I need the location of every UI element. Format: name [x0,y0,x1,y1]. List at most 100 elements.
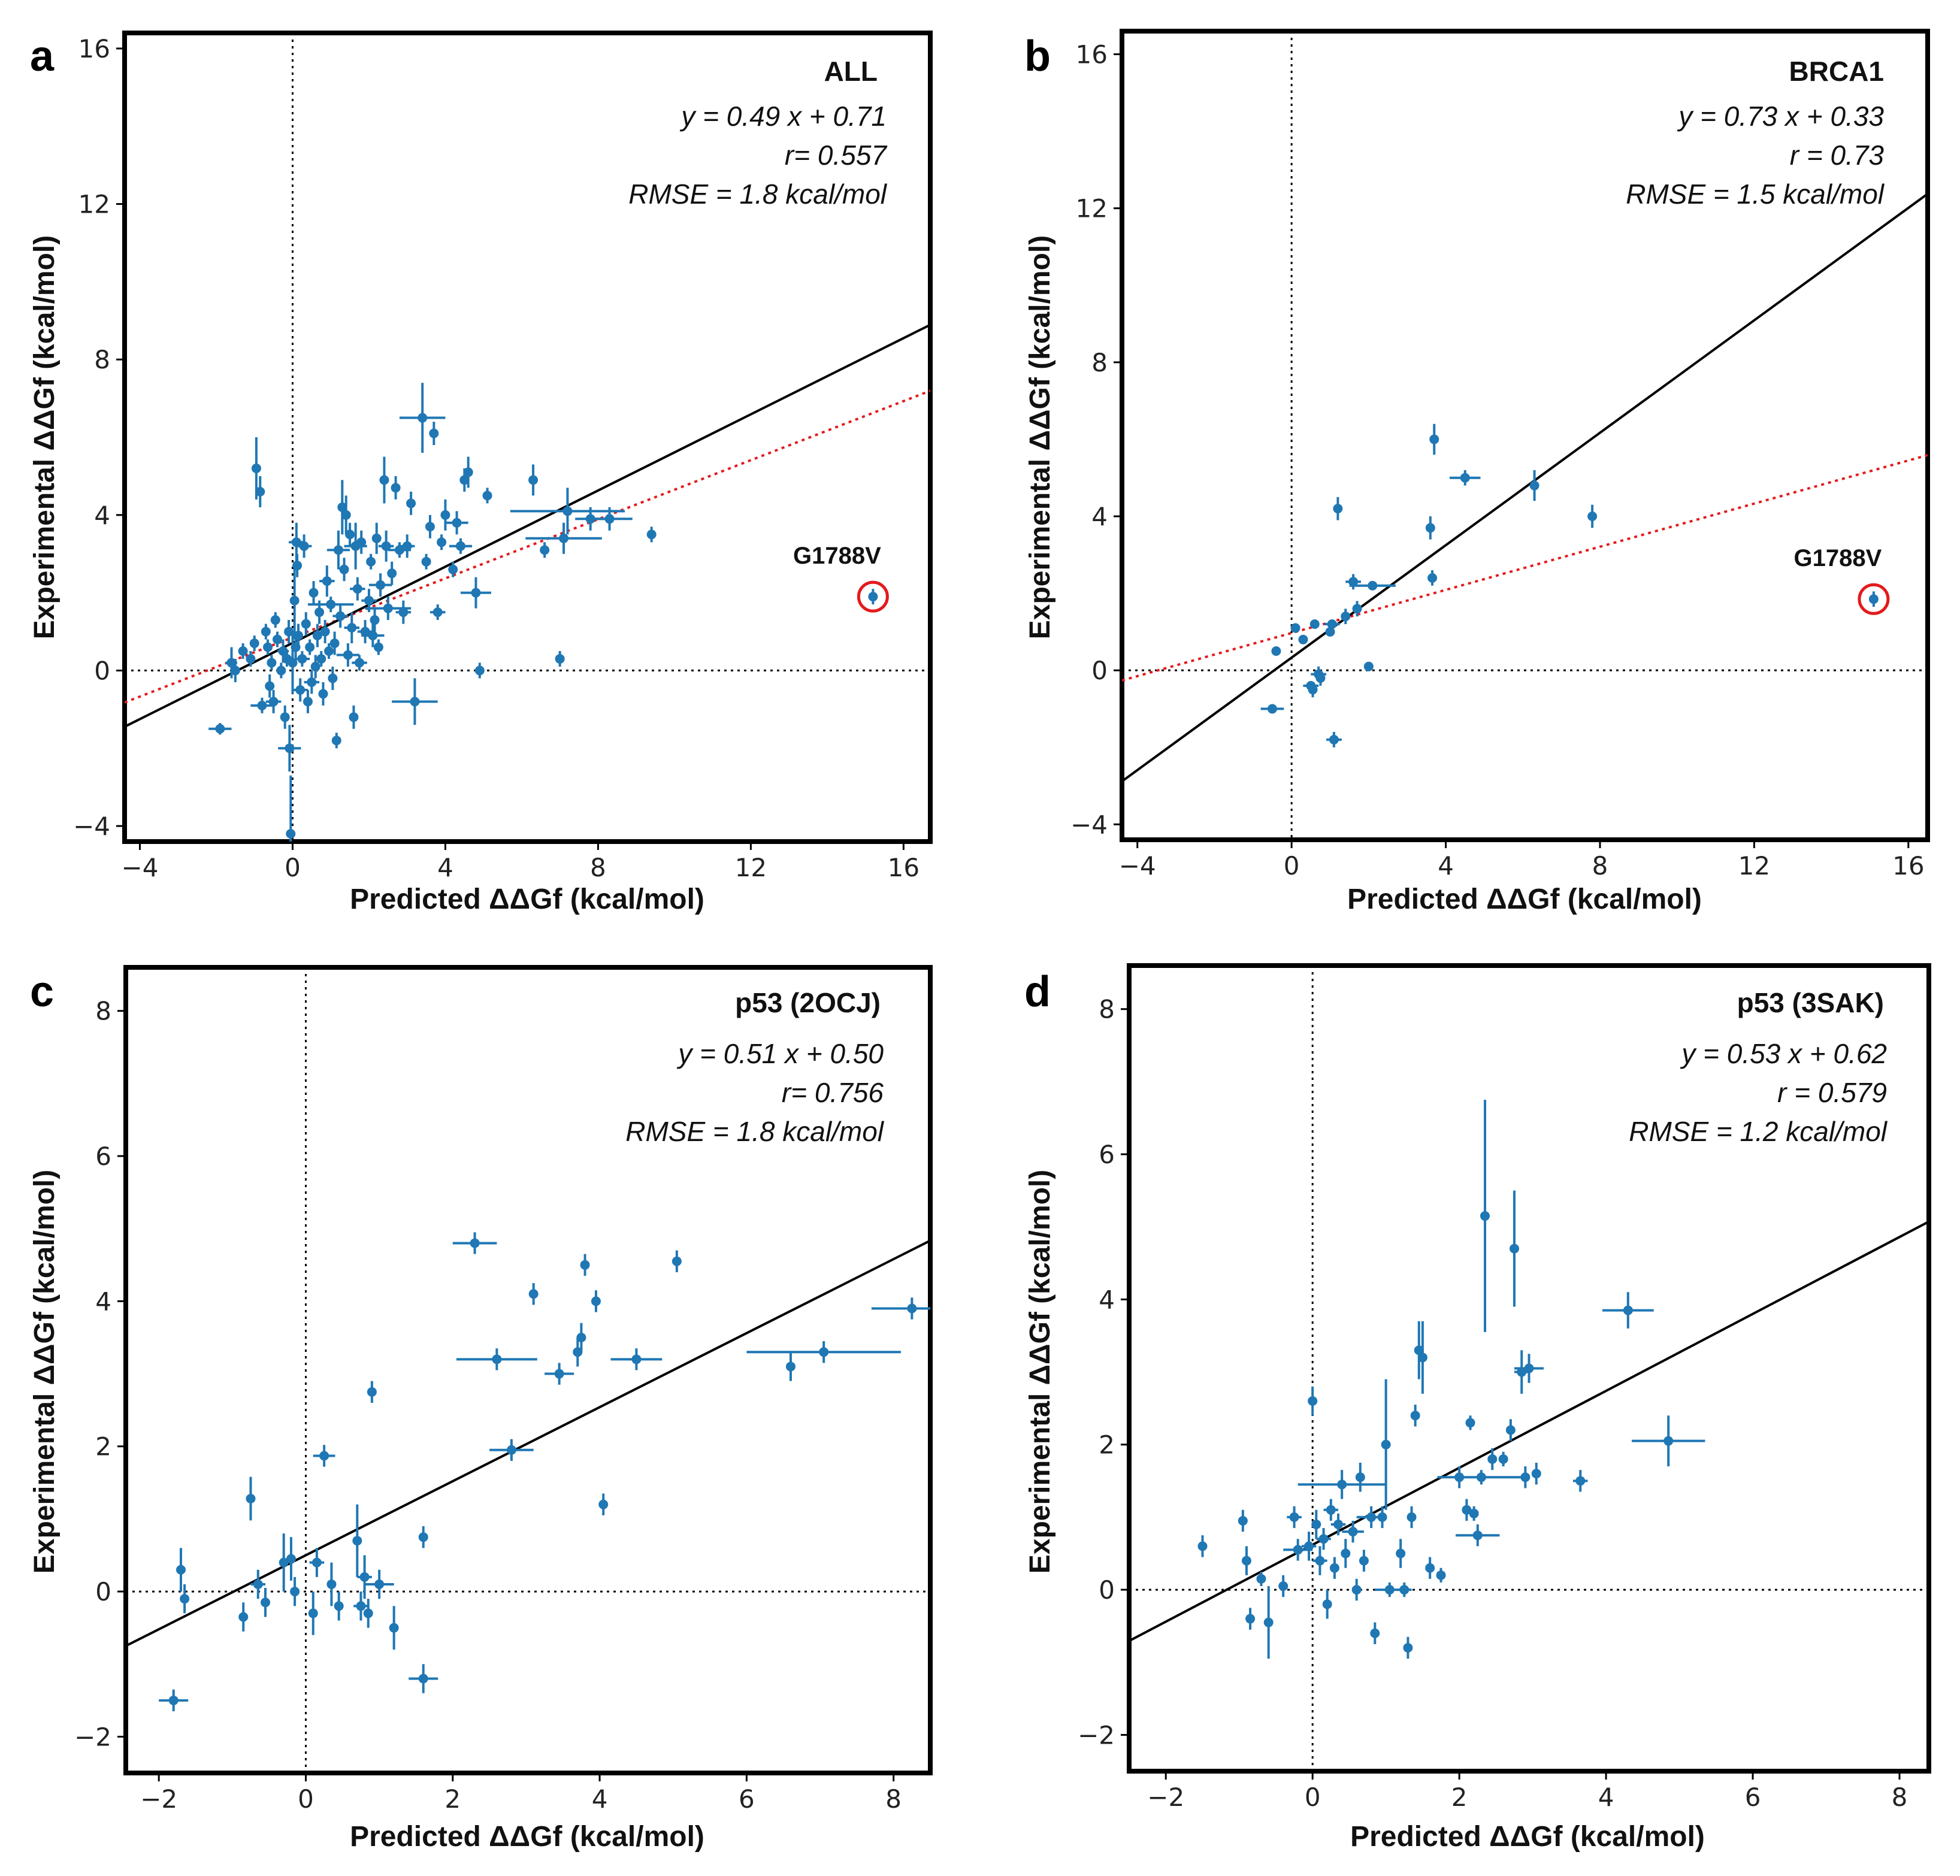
data-point [261,624,271,640]
data-point [580,1254,590,1276]
outlier-highlight-circle [857,580,889,613]
fit-line-excluding-outlier [1122,453,1928,682]
x-tick-label: 2 [444,1784,461,1814]
data-point [310,655,320,679]
data-point [1352,601,1362,617]
data-point [1297,1470,1386,1499]
point-marker [303,697,313,707]
data-point [339,558,349,582]
point-marker [1403,1643,1413,1653]
data-point [395,600,412,624]
point-marker [1325,627,1335,637]
data-point [363,1599,373,1628]
point-marker [1476,1472,1486,1482]
data-point [1351,1578,1362,1601]
point-marker [355,658,365,668]
point-marker [562,506,573,516]
panel-b-frame [1120,29,1930,842]
point-marker [180,1594,190,1604]
point-marker [1293,1545,1303,1555]
data-point [391,476,401,500]
data-point [418,1526,428,1548]
panel-c-r-value: r= 0.756 [782,1077,884,1108]
data-point [159,1689,189,1712]
point-marker [410,697,420,707]
panel-c-equation: y = 0.51 x + 0.50 [676,1038,884,1069]
point-marker [285,743,295,754]
point-marker [253,1579,263,1589]
point-marker [1399,1585,1409,1595]
y-tick-label: −4 [73,812,110,841]
data-point [1330,1513,1346,1536]
data-point [334,1591,344,1621]
x-tick-label: 16 [1892,851,1924,880]
point-marker [474,665,485,676]
outlier-highlight-circle [1858,583,1890,615]
point-marker [356,1601,366,1611]
point-marker [286,1554,296,1564]
data-point [1349,580,1396,591]
point-marker [1197,1541,1208,1551]
point-marker [1429,434,1439,444]
data-point [1514,1354,1544,1383]
data-point [1410,1405,1420,1427]
data-point [1363,661,1374,671]
data-point [1868,591,1879,607]
point-marker [299,541,309,551]
point-marker [373,642,383,652]
data-point [1342,1520,1364,1543]
fit-line [1129,1220,1929,1642]
point-marker [318,689,328,699]
data-point [1631,1415,1705,1467]
data-point [326,1562,337,1606]
data-point [180,1584,190,1614]
point-marker [1524,1363,1534,1373]
data-point [1359,1550,1369,1572]
data-point [356,530,367,554]
data-point [1345,574,1361,590]
data-point [1326,732,1342,748]
data-point [1480,1100,1490,1332]
data-point [456,1348,537,1370]
point-marker [349,712,359,722]
point-marker [1510,1243,1520,1254]
point-marker [819,1347,829,1357]
data-point [352,655,367,671]
point-marker [371,533,382,543]
data-point [279,1533,289,1592]
point-marker [289,595,300,606]
point-marker [573,1347,583,1357]
data-point [1325,627,1335,637]
point-marker [1309,619,1320,629]
data-point [238,1602,249,1632]
panel-c-frame [123,965,933,1775]
data-point [278,725,301,772]
point-marker [555,653,565,664]
point-marker [1327,619,1337,629]
point-marker [1308,1396,1318,1406]
panel-d-r-value: r = 0.579 [1777,1077,1887,1108]
data-point [280,705,290,729]
data-point [387,561,397,585]
point-marker [528,475,539,485]
point-marker [398,607,409,618]
point-marker [425,522,435,532]
data-point [345,522,355,546]
panel-b: b −4 0 4 8 12 16 −4 0 4 8 12 16 BRCA1 y = 0.73 x + … [1024,29,1930,915]
point-marker [319,1451,329,1461]
y-tick-label: 12 [1076,194,1108,223]
data-point [1324,619,1340,629]
data-point [263,639,273,655]
panel-d-y-axis-label: Experimental ΔΔGf (kcal/mol) [1024,1170,1056,1574]
point-marker [1487,1454,1498,1464]
panel-a-rmse: RMSE = 1.8 kcal/mol [628,178,888,210]
data-point [305,639,315,655]
panel-b-y-axis-label: Experimental ΔΔGf (kcal/mol) [1024,235,1056,640]
x-tick-label: −4 [1119,851,1156,880]
data-point [301,612,311,636]
point-marker [1308,685,1318,695]
point-marker [1245,1614,1256,1624]
x-tick-label: 4 [592,1784,608,1814]
data-point [367,1381,377,1403]
point-marker [1263,1617,1274,1627]
